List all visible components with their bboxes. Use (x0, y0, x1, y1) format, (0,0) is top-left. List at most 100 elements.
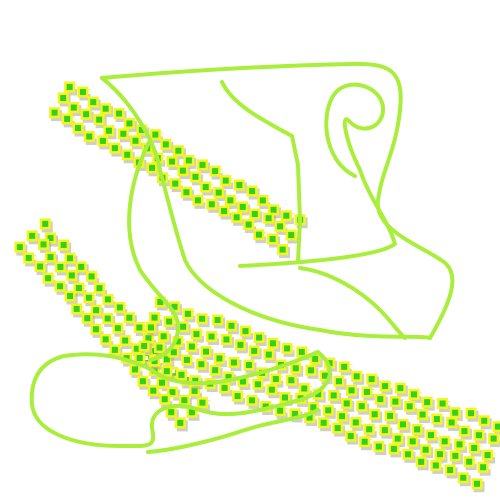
cell-gap (94, 134, 98, 139)
cell-dot (419, 411, 426, 418)
cell-gap (130, 338, 134, 343)
cell-dot (254, 381, 261, 388)
cell-gap (158, 388, 162, 393)
cell-gap (390, 384, 394, 389)
cell-dot (352, 419, 359, 426)
cell-dot (321, 372, 328, 379)
cell-dot (471, 445, 478, 452)
cell-gap (268, 198, 272, 203)
cell-dot (330, 392, 337, 399)
cell-dot (433, 416, 440, 423)
cell-dot (282, 394, 289, 401)
cell-dot (301, 385, 308, 392)
cell-dot (168, 409, 175, 416)
cell-gap (231, 178, 235, 183)
cell-dot (481, 417, 488, 424)
cell-dot (279, 246, 286, 253)
cell-gap (153, 336, 157, 341)
cell-dot (249, 187, 256, 194)
cell-dot (406, 403, 413, 410)
cell-dot (394, 435, 401, 442)
cell-dot (377, 396, 384, 403)
cell-gap (450, 439, 454, 444)
cell-dot (66, 84, 73, 91)
cell-gap (125, 305, 129, 310)
cell-dot (495, 423, 500, 430)
cell-dot (183, 356, 190, 363)
cell-dot (353, 373, 360, 380)
cell-dot (239, 378, 246, 385)
cell-dot (156, 344, 163, 351)
cell-dot (202, 348, 209, 355)
cell-dot (150, 387, 157, 394)
cell-gap (243, 394, 247, 399)
cell-dot (85, 294, 92, 301)
cell-dot (181, 397, 188, 404)
cell-dot (411, 391, 418, 398)
cell-dot (75, 125, 82, 132)
cell-dot (341, 363, 348, 370)
cell-gap (374, 427, 378, 432)
cell-gap (192, 357, 196, 362)
cell-gap (292, 346, 296, 351)
cell-dot (83, 111, 90, 118)
cell-dot (242, 328, 249, 335)
cell-dot (475, 432, 482, 439)
cell-dot (116, 304, 123, 311)
cell-dot (366, 426, 373, 433)
cell-gap (370, 439, 374, 444)
cell-dot (320, 419, 327, 426)
cell-dot (310, 404, 317, 411)
cell-gap (72, 116, 76, 121)
cell-gap (315, 415, 319, 420)
cell-dot (90, 99, 97, 106)
lower-band (134, 296, 500, 493)
cell-gap (479, 446, 483, 451)
cell-dot (170, 349, 177, 356)
cell-gap (428, 412, 432, 417)
cell-dot (208, 333, 215, 340)
bottom-loop-stroke (29, 350, 332, 449)
cell-dot (192, 377, 199, 384)
cell-gap (372, 389, 376, 394)
cell-dot (215, 189, 222, 196)
cell-dot (466, 458, 473, 465)
cell-dot (456, 441, 463, 448)
cell-gap (113, 297, 117, 302)
cell-dot (422, 446, 429, 453)
cell-dot (141, 342, 148, 349)
cell-gap (361, 420, 365, 425)
cell-dot (158, 379, 165, 386)
cell-dot (288, 377, 295, 384)
cell-dot (343, 400, 350, 407)
cell-gap (34, 255, 38, 260)
cell-gap (285, 408, 289, 413)
cell-dot (348, 387, 355, 394)
cell-gap (172, 369, 176, 374)
cell-dot (361, 438, 368, 445)
loop-stroke (238, 82, 397, 268)
cell-dot (298, 348, 305, 355)
cell-gap (242, 215, 246, 220)
cell-dot (212, 367, 219, 374)
cell-dot (265, 351, 272, 358)
cell-dot (124, 151, 131, 158)
cell-dot (382, 383, 389, 390)
cell-dot (105, 127, 112, 134)
cell-dot (439, 400, 446, 407)
lower-left-band (14, 218, 211, 432)
cell-dot (236, 181, 243, 188)
cell-dot (251, 211, 258, 218)
cell-dot (292, 365, 299, 372)
cell-dot (245, 221, 252, 228)
cell-dot (248, 397, 255, 404)
cell-dot (51, 109, 58, 116)
cell-dot (191, 387, 198, 394)
cell-gap (167, 175, 171, 180)
cell-dot (251, 347, 258, 354)
cell-gap (474, 459, 478, 464)
cell-dot (102, 105, 109, 112)
inner-stroke (127, 138, 181, 362)
cell-dot (399, 421, 406, 428)
cell-gap (160, 132, 164, 137)
